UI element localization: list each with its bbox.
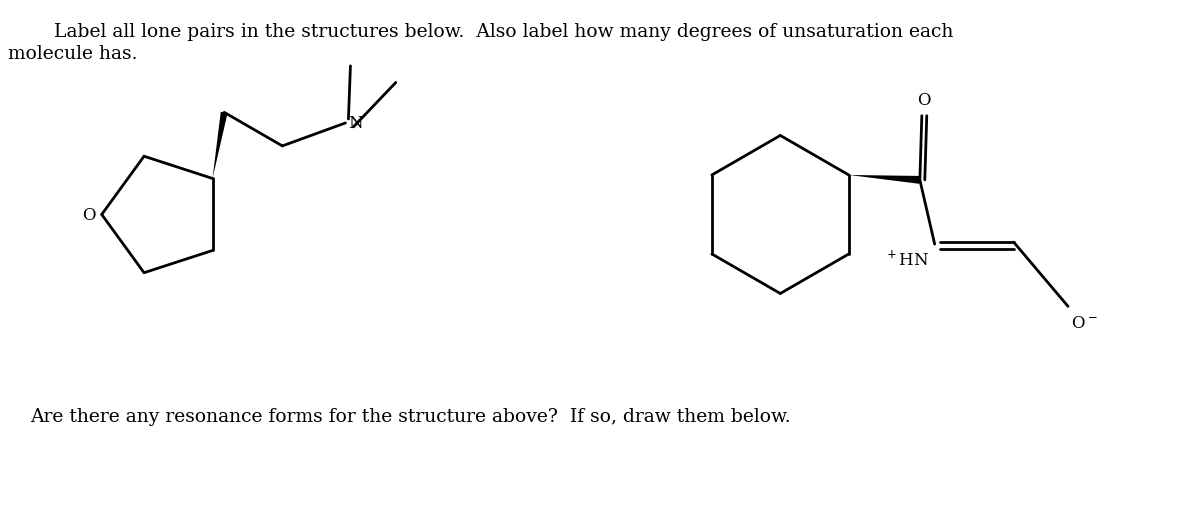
Text: Are there any resonance forms for the structure above?  If so, draw them below.: Are there any resonance forms for the st… bbox=[30, 407, 791, 425]
Text: $^+$HN: $^+$HN bbox=[884, 249, 930, 269]
Text: Label all lone pairs in the structures below.  Also label how many degrees of un: Label all lone pairs in the structures b… bbox=[54, 23, 954, 41]
Text: O$^-$: O$^-$ bbox=[1070, 315, 1098, 332]
Polygon shape bbox=[848, 176, 920, 184]
Text: N: N bbox=[348, 115, 364, 132]
Text: molecule has.: molecule has. bbox=[8, 44, 138, 63]
Text: O: O bbox=[917, 91, 930, 109]
Text: O: O bbox=[83, 207, 96, 224]
Polygon shape bbox=[212, 113, 228, 179]
